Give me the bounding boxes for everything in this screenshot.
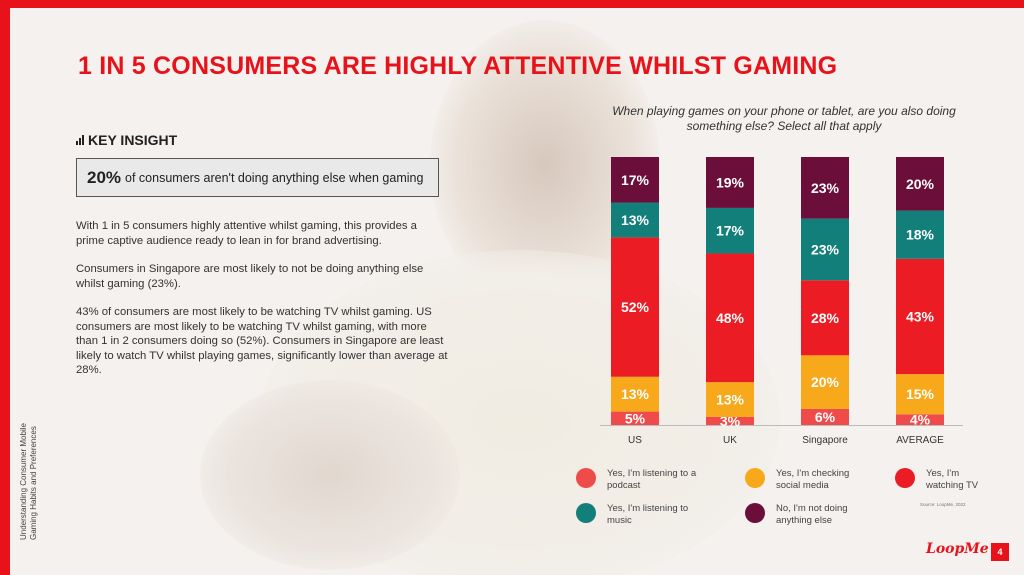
data-label: 6% <box>815 409 836 425</box>
data-label: 17% <box>621 172 650 188</box>
bar-segment <box>801 355 849 409</box>
bar-segment <box>611 237 659 377</box>
bar-segment <box>611 202 659 238</box>
bar-segment <box>896 414 944 425</box>
bar-segment <box>706 382 754 417</box>
legend-swatch-music <box>576 503 596 523</box>
legend-item-social: Yes, I'm checking social media <box>745 468 871 491</box>
legend-item-nothing: No, I'm not doing anything else <box>745 503 871 526</box>
data-label: 15% <box>906 386 935 402</box>
bar-segment <box>896 374 944 415</box>
data-label: 13% <box>621 212 650 228</box>
insight-callout: 20% of consumers aren't doing anything e… <box>76 158 439 197</box>
bar-segment <box>801 280 849 356</box>
legend-label-music: Yes, I'm listening to music <box>607 503 689 526</box>
callout-text: of consumers aren't doing anything else … <box>125 170 424 185</box>
bar-segment <box>611 411 659 425</box>
data-label: 5% <box>625 410 646 426</box>
data-label: 19% <box>716 174 745 190</box>
legend-label-podcast: Yes, I'm listening to a podcast <box>607 468 697 491</box>
category-label: AVERAGE <box>896 435 944 446</box>
bar-segment <box>896 210 944 259</box>
top-accent-bar <box>0 0 1024 8</box>
category-label: Singapore <box>802 435 848 446</box>
legend-label-nothing: No, I'm not doing anything else <box>776 503 848 526</box>
bar-segment <box>801 408 849 425</box>
legend-item-podcast: Yes, I'm listening to a podcast <box>576 468 712 491</box>
data-label: 20% <box>906 176 935 192</box>
legend-label-tv: Yes, I'm watching TV <box>926 468 979 491</box>
legend-label-social: Yes, I'm checking social media <box>776 468 850 491</box>
bar-segment <box>706 157 754 208</box>
bar-segment <box>706 253 754 383</box>
data-label: 13% <box>716 392 745 408</box>
legend-swatch-social <box>745 468 765 488</box>
paragraph-3: 43% of consumers are most likely to be w… <box>76 306 448 376</box>
legend-item-tv: Yes, I'm watching TV <box>895 468 988 491</box>
data-label: 17% <box>716 223 745 239</box>
data-label: 23% <box>811 180 840 196</box>
category-label: UK <box>723 435 737 446</box>
key-insight-label: KEY INSIGHT <box>88 132 178 148</box>
page-title: 1 IN 5 CONSUMERS ARE HIGHLY ATTENTIVE WH… <box>78 52 838 80</box>
data-label: 43% <box>906 308 935 324</box>
paragraph-1: With 1 in 5 consumers highly attentive w… <box>76 220 417 247</box>
bar-segment <box>706 416 754 425</box>
key-insight-heading: KEY INSIGHT <box>76 132 177 148</box>
bar-segment <box>801 157 849 219</box>
data-label: 48% <box>716 310 745 326</box>
data-label: 3% <box>720 413 741 429</box>
data-label: 13% <box>621 386 650 402</box>
data-label: 52% <box>621 299 650 315</box>
legend-item-music: Yes, I'm listening to music <box>576 503 697 526</box>
bar-chart-icon <box>76 135 84 145</box>
data-label: 20% <box>811 374 840 390</box>
legend-swatch-podcast <box>576 468 596 488</box>
data-label: 4% <box>910 412 931 428</box>
left-accent-bar <box>0 8 10 575</box>
bar-segment <box>896 157 944 211</box>
paragraph-2: Consumers in Singapore are most likely t… <box>76 263 424 290</box>
loopme-logo: LoopMe <box>926 541 989 557</box>
bar-segment <box>801 218 849 281</box>
category-label: US <box>628 435 642 446</box>
source-note: Source: LoopMe, 2022 <box>920 502 966 507</box>
legend-swatch-tv <box>895 468 915 488</box>
legend-swatch-nothing <box>745 503 765 523</box>
bar-segment <box>611 157 659 203</box>
bar-segment <box>611 376 659 412</box>
data-label: 28% <box>811 310 840 326</box>
bar-segment <box>896 258 944 375</box>
data-label: 23% <box>811 241 840 257</box>
callout-value: 20% <box>87 167 122 187</box>
data-label: 18% <box>906 227 935 243</box>
bar-segment <box>706 207 754 254</box>
page-number: 4 <box>991 543 1009 561</box>
chart-question: When playing games on your phone or tabl… <box>612 104 956 133</box>
